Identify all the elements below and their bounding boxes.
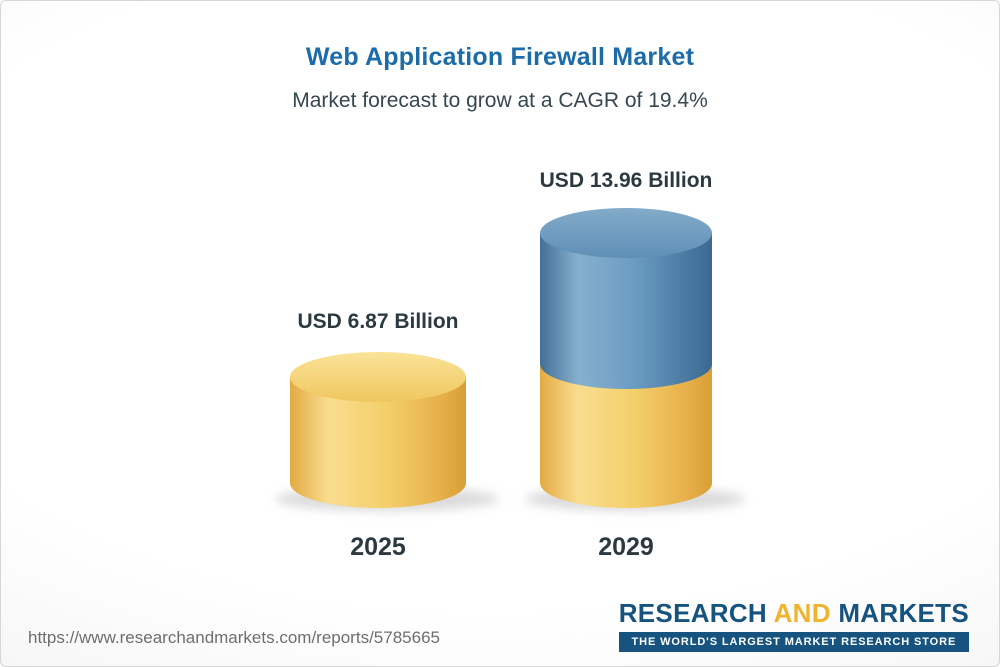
bar-2029 [540, 208, 712, 508]
cylinder-bar-chart [275, 208, 745, 511]
bar-2029-value-label: USD 13.96 Billion [539, 169, 713, 192]
page-subtitle: Market forecast to grow at a CAGR of 19.… [292, 89, 708, 112]
bar-2025 [290, 352, 466, 508]
logo-word-research: RESEARCH [618, 598, 768, 628]
bar-2025-value-label: USD 6.87 Billion [297, 310, 459, 333]
logo-wordmark: RESEARCH AND MARKETS [619, 598, 969, 629]
page-title: Web Application Firewall Market [305, 43, 695, 71]
axis-label-2025: 2025 [350, 533, 406, 561]
logo-word-markets: MARKETS [838, 598, 969, 628]
report-url: https://www.researchandmarkets.com/repor… [28, 628, 440, 647]
axis-label-2029: 2029 [598, 533, 654, 561]
logo-tagline: THE WORLD'S LARGEST MARKET RESEARCH STOR… [618, 632, 969, 652]
logo-word-and: AND [773, 598, 831, 628]
research-and-markets-logo: RESEARCH AND MARKETS THE WORLD'S LARGEST… [618, 598, 969, 652]
